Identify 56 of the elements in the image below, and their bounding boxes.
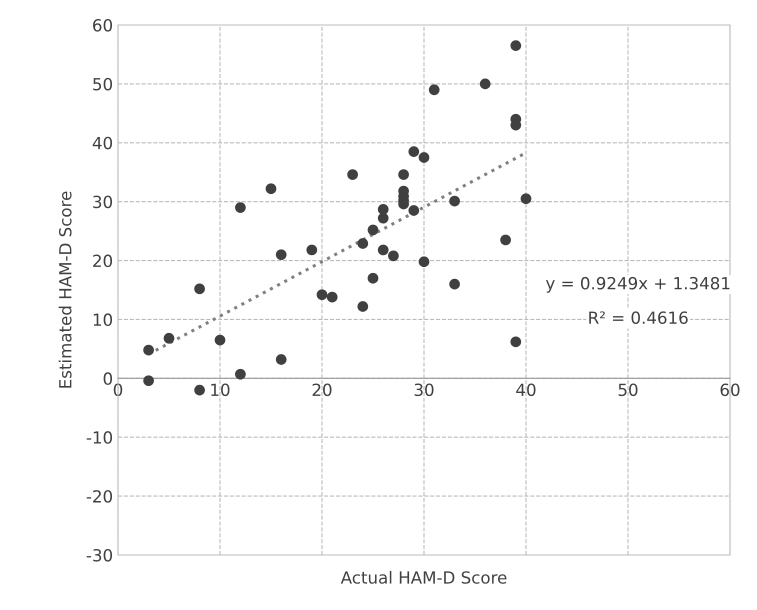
y-tick-label: -10 (86, 431, 112, 444)
point (347, 169, 358, 180)
point (408, 146, 420, 157)
point (143, 344, 154, 356)
point (316, 289, 328, 300)
y-tick-label: -20 (86, 490, 112, 503)
point (357, 301, 368, 312)
x-axis-title: Actual HAM-D Score (340, 570, 506, 584)
point (428, 84, 440, 96)
point (398, 169, 409, 180)
point (418, 152, 430, 163)
y-tick-label: 50 (93, 78, 112, 90)
point (388, 250, 399, 262)
x-tick-label: 60 (720, 383, 740, 396)
point (235, 202, 246, 213)
point (164, 332, 174, 344)
point (378, 212, 389, 224)
x-tick-label: 20 (312, 383, 332, 396)
point (500, 234, 511, 246)
y-tick-label: 10 (94, 313, 112, 326)
point (449, 278, 460, 290)
point (368, 272, 378, 284)
point (235, 368, 246, 380)
point (449, 196, 460, 206)
x-tick-label: 40 (516, 383, 536, 396)
point (276, 354, 287, 365)
point (378, 244, 389, 256)
x-tick-label: 10 (211, 383, 230, 396)
point (378, 204, 389, 215)
y-tick-label: 0 (104, 372, 112, 385)
point (143, 375, 154, 386)
x-tick-label: 50 (618, 383, 638, 396)
point (194, 384, 205, 396)
point (326, 292, 338, 302)
point (276, 249, 287, 260)
point (306, 244, 318, 256)
point (368, 224, 378, 236)
point (266, 183, 276, 194)
point (480, 78, 491, 90)
x-tick-label: 30 (414, 383, 434, 396)
point (510, 40, 522, 51)
y-axis-title: Estimated HAM-D Score (58, 192, 72, 388)
y-tick-label: 30 (93, 196, 112, 208)
point (194, 283, 205, 294)
point (510, 336, 522, 348)
point (408, 205, 420, 216)
annotation: R² = 0.4616 (589, 311, 688, 324)
point (357, 238, 368, 249)
y-tick-label: 40 (92, 136, 112, 150)
y-tick-label: 60 (93, 18, 112, 32)
annotation: y = 0.9249x + 1.3481 (546, 276, 730, 293)
point (214, 334, 226, 346)
point (520, 193, 532, 204)
y-tick-label: 20 (93, 254, 112, 268)
point (418, 256, 430, 268)
y-tick-label: -30 (86, 548, 112, 562)
